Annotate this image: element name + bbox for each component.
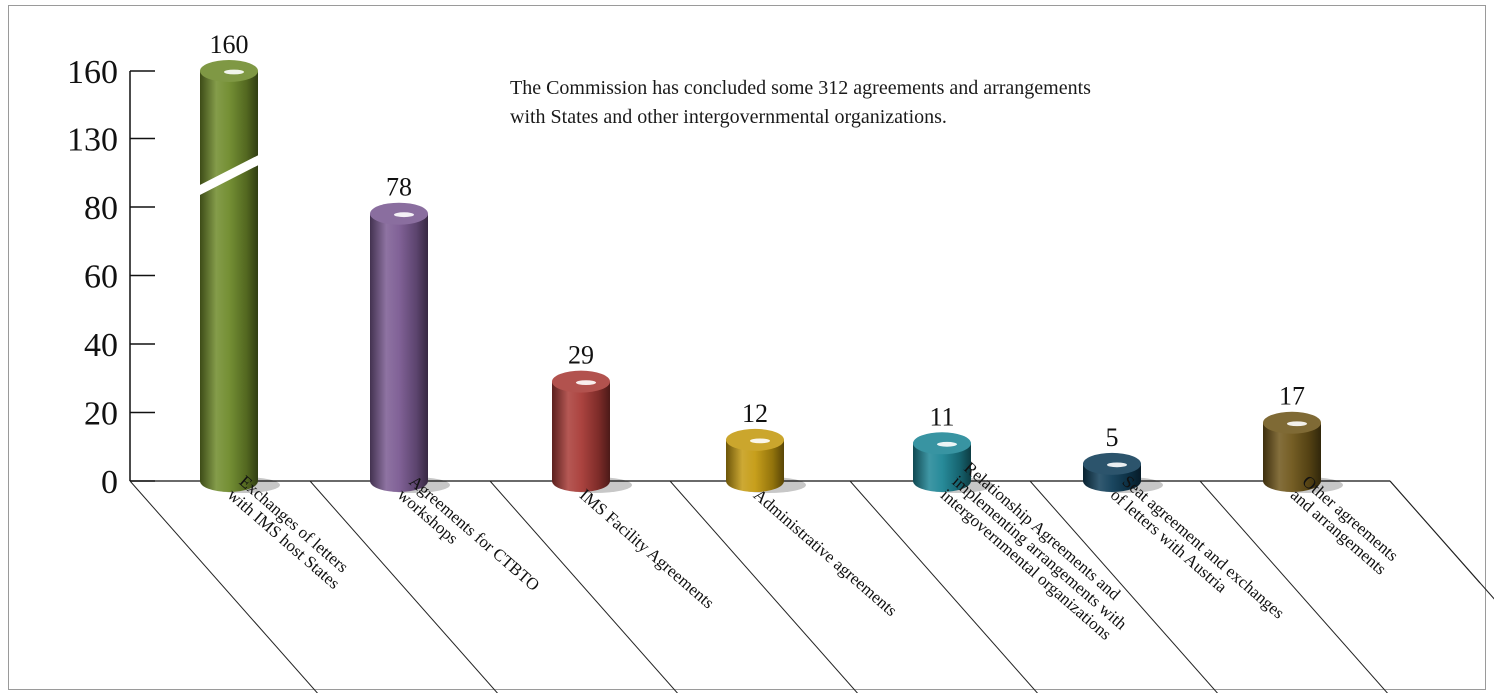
y-tick-label: 20 — [84, 396, 118, 433]
floor-divider — [129, 480, 319, 693]
bar-3 — [552, 370, 610, 492]
category-label-line: Seat agreement and exchanges — [1119, 472, 1289, 623]
bar-5 — [913, 432, 971, 492]
floor-divider — [1199, 480, 1389, 693]
bar-value-label: 17 — [1279, 382, 1305, 411]
bar-body — [370, 213, 428, 492]
bar-top-highlight — [224, 69, 244, 75]
category-label-line: IMS Facility Agreements — [576, 485, 718, 612]
y-tick-label: 60 — [84, 259, 118, 296]
category-label: IMS Facility Agreements — [576, 485, 718, 612]
floor-divider — [849, 480, 1039, 693]
bar-body — [726, 439, 784, 492]
floor-divider — [489, 480, 679, 693]
bar-body — [200, 71, 258, 492]
bar-layer — [194, 60, 1343, 493]
bar-body — [1263, 422, 1321, 492]
bar-top-highlight — [1287, 421, 1307, 427]
annotation-line-2: with States and other intergovernmental … — [510, 106, 947, 128]
category-label-line: implementing arrangements with — [949, 472, 1131, 634]
category-label-line: Agreements for CTBTO — [406, 472, 544, 595]
bar-value-label: 160 — [210, 30, 249, 59]
floor-divider — [1389, 480, 1481, 584]
y-tick-label: 0 — [101, 464, 118, 501]
axis-break-mark — [194, 143, 282, 198]
bar-top-highlight — [937, 441, 957, 447]
bar-6 — [1083, 452, 1141, 492]
y-tick-label: 160 — [67, 54, 118, 91]
category-label-line: of letters with Austria — [1107, 485, 1231, 597]
category-label-line: Administrative agreements — [750, 485, 901, 620]
bar-value-label: 11 — [929, 402, 954, 431]
bar-7 — [1263, 411, 1321, 492]
bar-top-highlight — [394, 212, 414, 218]
bar-value-label: 5 — [1106, 423, 1119, 452]
bar-value-label: 12 — [742, 399, 768, 428]
y-tick-label: 40 — [84, 327, 118, 364]
category-label: Administrative agreements — [750, 485, 901, 620]
bar-top-highlight — [1107, 462, 1127, 468]
bar-body — [913, 443, 971, 492]
bar-2 — [370, 202, 428, 492]
floor-divider — [1029, 480, 1219, 693]
bar-value-label: 78 — [386, 173, 412, 202]
floor-divider — [309, 480, 499, 693]
y-tick-label: 130 — [67, 122, 118, 159]
bar-top-highlight — [750, 438, 770, 444]
floor-divider — [1389, 480, 1494, 600]
y-tick-label: 80 — [84, 190, 118, 227]
axis-layer: 0 20 40 60 80 130 160 — [67, 54, 155, 501]
floor-divider — [669, 480, 859, 693]
annotation-line-1: The Commission has concluded some 312 ag… — [510, 77, 1091, 99]
annotation-note: The Commission has concluded some 312 ag… — [510, 74, 1130, 132]
bar-body — [552, 381, 610, 492]
bar-4 — [726, 428, 784, 492]
bar-top-highlight — [576, 380, 596, 386]
bar-value-label: 29 — [568, 341, 594, 370]
bar-1 — [194, 60, 282, 492]
